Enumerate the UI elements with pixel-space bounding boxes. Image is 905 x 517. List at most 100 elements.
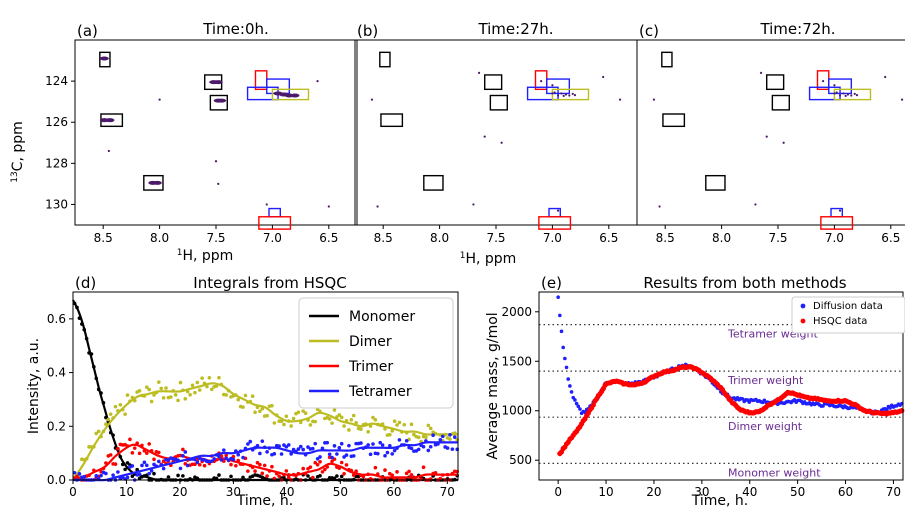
data-point [246,442,250,446]
nmr-xlabel: 1H, ppm [177,248,234,264]
integration-box [209,94,228,111]
data-point [390,473,395,477]
data-point [590,402,596,408]
data-point [130,451,135,455]
panel-title: Time:72h. [759,20,835,38]
data-point [253,410,257,415]
y-tick-label: 128 [45,156,68,170]
data-point [337,413,342,417]
data-point [347,443,351,448]
legend-label: HSQC data [813,316,867,327]
data-point [236,452,241,457]
peak [472,203,475,206]
data-point [375,451,380,456]
data-point [202,463,207,468]
data-point [559,329,564,334]
reference-label: Monomer weight [728,466,821,479]
data-point [428,444,433,449]
data-point [130,474,135,479]
legend-swatch [800,303,806,309]
peak [483,135,486,138]
data-point [190,383,195,388]
data-point [284,414,289,419]
data-point [123,467,127,472]
legend-label: Dimer [349,334,392,350]
data-point [224,453,228,458]
data-point [311,446,315,451]
data-point [380,443,385,447]
data-point [188,392,192,397]
series-line [73,441,458,482]
legend-swatch [800,318,806,324]
panel-letter: (c) [639,22,659,40]
x-tick-label: 6.5 [599,231,618,245]
data-point [246,469,250,473]
peak [658,205,661,208]
data-point [448,432,452,437]
data-point [421,465,426,469]
nmr-ylabel: 13C, ppm [10,121,26,183]
data-point [351,454,356,458]
data-point [392,448,397,453]
data-point [116,446,120,451]
data-point [262,463,267,468]
data-point [144,451,149,455]
peak [214,160,218,163]
x-tick-label: 7.0 [543,231,562,245]
data-point [265,450,269,454]
data-point [368,452,373,457]
legend-box [298,297,454,409]
data-point [383,468,387,472]
y-tick-label: 0.4 [47,366,66,380]
data-point [178,466,183,471]
data-point [195,380,200,385]
legend: Diffusion data HSQC data [791,296,905,334]
legend-label: Trimer [348,359,393,375]
data-point [574,401,579,406]
data-point [313,419,318,424]
y-tick-label: 0.2 [47,419,66,433]
peak [900,98,904,101]
data-point [330,455,334,460]
data-point [402,422,407,427]
data-point [144,385,149,389]
nmr-panel-2: (b) Time:27h. 8.5 8.0 7.5 7.0 6.5 [354,20,638,245]
peak [833,84,836,87]
data-point [342,471,346,476]
series-dimer [72,375,459,481]
data-point [270,403,274,408]
panel-title: Time:27h. [477,20,553,38]
data-point [75,474,79,479]
data-point [272,421,277,425]
data-point [291,447,296,452]
peak [105,118,115,123]
x-tick-label: 50 [790,485,805,499]
integration-box [489,94,508,111]
data-point [576,404,581,409]
data-point [108,453,113,457]
data-point [327,452,332,457]
data-point [197,388,202,392]
data-point [421,444,426,449]
panel-letter: (b) [357,22,378,40]
data-point [241,455,245,460]
nmr-xlabel-text: H, ppm [465,251,516,267]
nmr-xlabel: 1H, ppm [460,251,517,267]
integration-box [526,86,559,101]
data-point [378,440,382,445]
data-point [265,474,269,478]
peak [754,203,757,206]
integration-box [766,74,785,91]
peak [290,93,300,98]
peak [838,94,842,97]
data-point [125,475,130,480]
data-point [286,475,291,480]
data-point [359,441,363,445]
data-point [404,471,409,476]
data-point [181,447,185,452]
data-point [428,426,433,431]
integration-box [662,113,686,128]
data-point [383,453,387,458]
y-tick-label: 130 [45,197,68,211]
data-point [301,447,305,452]
